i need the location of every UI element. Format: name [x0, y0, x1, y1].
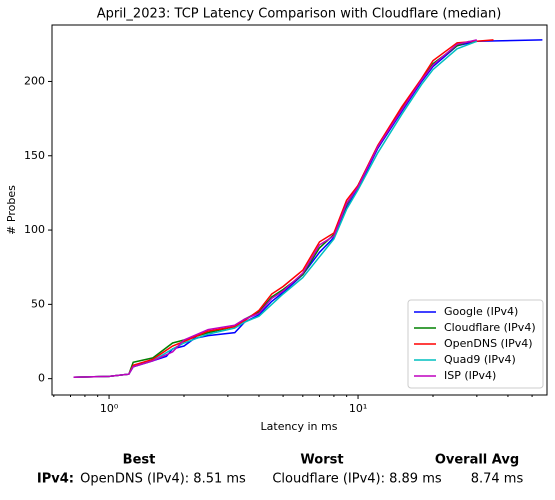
y-tick-label: 150: [24, 149, 45, 162]
line: [73, 39, 494, 378]
y-tick-label: 100: [24, 223, 45, 236]
legend-label: Cloudflare (IPv4): [444, 321, 536, 334]
legend-label: ISP (IPv4): [444, 369, 496, 382]
legend-label: OpenDNS (IPv4): [444, 337, 533, 350]
cell: 8.74 ms: [471, 472, 524, 487]
row-label: IPv4:: [37, 472, 74, 487]
x-tick-label: 10⁰: [100, 402, 119, 415]
legend-label: Google (IPv4): [444, 305, 518, 318]
chart-title: April_2023: TCP Latency Comparison with …: [97, 7, 502, 22]
cell: Cloudflare (IPv4): 8.89 ms: [272, 472, 442, 487]
column-header: Worst: [300, 453, 343, 468]
column-header: Overall Avg: [435, 453, 519, 468]
legend-box: [407, 299, 544, 389]
column-header: Best: [123, 453, 156, 468]
cell: OpenDNS (IPv4): 8.51 ms: [80, 472, 246, 487]
legend-label: Quad9 (IPv4): [444, 353, 516, 366]
y-tick-label: 0: [38, 372, 45, 385]
y-tick-label: 50: [31, 297, 45, 310]
y-tick-label: 200: [24, 74, 45, 87]
x-axis-label: Latency in ms: [261, 420, 338, 433]
x-tick-label: 10¹: [349, 402, 367, 415]
line: [73, 39, 477, 378]
plot-area: [51, 24, 548, 396]
y-axis-label: # Probes: [5, 185, 18, 235]
